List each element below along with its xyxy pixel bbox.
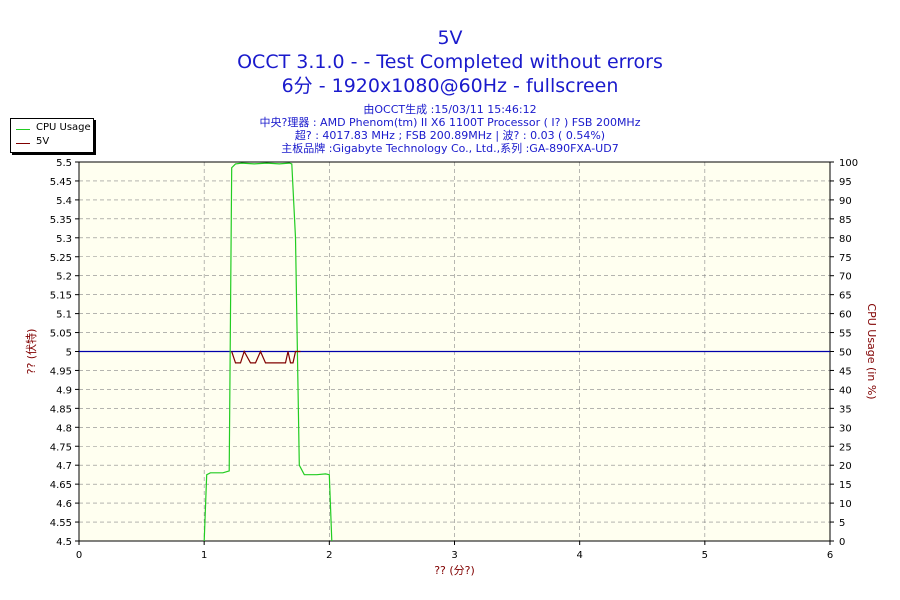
- y-left-tick-label: 4.75: [50, 442, 72, 453]
- y-right-tick-label: 10: [839, 499, 852, 510]
- y-right-tick-label: 0: [839, 537, 845, 548]
- y-left-tick-label: 5.1: [56, 310, 72, 321]
- chart-subtitle-status: OCCT 3.1.0 - - Test Completed without er…: [237, 51, 663, 73]
- clock-info-line: 超? : 4017.83 MHz ; FSB 200.89MHz | 波? : …: [294, 129, 606, 142]
- legend-swatch-cpu-usage: [16, 129, 30, 130]
- y-right-tick-label: 35: [839, 404, 852, 415]
- y-right-axis-label: CPU Usage (in %): [865, 303, 878, 399]
- y-right-tick-label: 65: [839, 291, 852, 302]
- x-tick-label: 3: [451, 550, 457, 561]
- y-right-tick-label: 30: [839, 423, 852, 434]
- x-tick-label: 5: [702, 550, 708, 561]
- y-right-tick-label: 40: [839, 385, 852, 396]
- y-left-tick-label: 5.35: [50, 215, 72, 226]
- y-left-tick-label: 4.7: [56, 461, 72, 472]
- y-left-tick-label: 4.95: [50, 366, 72, 377]
- y-left-tick-label: 5.45: [50, 177, 72, 188]
- y-right-tick-label: 70: [839, 272, 852, 283]
- legend-label-cpu-usage: CPU Usage: [36, 122, 91, 133]
- y-right-tick-label: 20: [839, 461, 852, 472]
- y-right-tick-label: 55: [839, 329, 852, 340]
- y-left-tick-label: 4.5: [56, 537, 72, 548]
- y-left-tick-label: 4.85: [50, 404, 72, 415]
- generated-by-line: 由OCCT生成 :15/03/11 15:46:12: [363, 103, 537, 116]
- y-left-axis-label: ?? (伏特): [24, 329, 38, 375]
- x-ticks: 0 1 2 3 4 5 6: [76, 541, 833, 561]
- y-right-tick-label: 15: [839, 480, 852, 491]
- x-tick-label: 0: [76, 550, 82, 561]
- y-left-tick-label: 5.15: [50, 291, 72, 302]
- y-left-tick-label: 5.25: [50, 253, 72, 264]
- y-right-tick-label: 100: [839, 158, 858, 169]
- y-right-tick-label: 60: [839, 310, 852, 321]
- y-right-tick-label: 75: [839, 253, 852, 264]
- y-right-tick-label: 80: [839, 234, 852, 245]
- y-right-tick-label: 95: [839, 177, 852, 188]
- x-tick-label: 1: [201, 550, 207, 561]
- legend-label-5v: 5V: [36, 136, 50, 147]
- series-line-5v: [231, 349, 301, 364]
- y-left-tick-label: 5.3: [56, 234, 72, 245]
- x-axis-label: ?? (分?): [434, 564, 475, 577]
- legend-swatch-5v: [16, 143, 30, 144]
- y-left-tick-label: 4.65: [50, 480, 72, 491]
- y-left-tick-label: 5.05: [50, 329, 72, 340]
- chart-subtitle-duration: 6分 - 1920x1080@60Hz - fullscreen: [281, 75, 619, 97]
- grid-lines: [79, 162, 830, 541]
- y-left-tick-label: 4.9: [56, 385, 72, 396]
- y-left-tick-label: 4.6: [56, 499, 72, 510]
- y-left-tick-label: 4.8: [56, 423, 72, 434]
- y-right-ticks: 0 5 10 15 20 25 30 35 40 45 50 55 60 65 70 75 80 85 90 95 10…: [830, 158, 858, 548]
- y-right-tick-label: 25: [839, 442, 852, 453]
- x-tick-label: 4: [576, 550, 582, 561]
- cpu-info-line: 中央?理器 : AMD Phenom(tm) II X6 1100T Proce…: [259, 116, 641, 129]
- system-info-block: 由OCCT生成 :15/03/11 15:46:12 中央?理器 : AMD P…: [0, 103, 900, 155]
- y-left-tick-label: 5.5: [56, 158, 72, 169]
- y-right-tick-label: 90: [839, 196, 852, 207]
- series-line-cpu-usage: [203, 162, 333, 542]
- y-left-ticks: 4.5 4.55 4.6 4.65 4.7 4.75 4.8 4.85 4.9 4.95 5 5.05…: [50, 158, 79, 548]
- motherboard-info-line: 主板品牌 :Gigabyte Technology Co., Ltd.,系列 :…: [281, 142, 619, 155]
- y-left-tick-label: 5.4: [56, 196, 72, 207]
- chart-title: 5V: [437, 27, 463, 49]
- y-right-tick-label: 50: [839, 348, 852, 359]
- y-right-tick-label: 85: [839, 215, 852, 226]
- x-tick-label: 2: [326, 550, 332, 561]
- y-left-tick-label: 5.2: [56, 272, 72, 283]
- y-right-tick-label: 45: [839, 366, 852, 377]
- series-group: [79, 162, 830, 542]
- y-left-tick-label: 4.55: [50, 518, 72, 529]
- y-left-tick-label: 5: [66, 348, 72, 359]
- chart-legend: CPU Usage 5V: [10, 118, 94, 153]
- y-right-tick-label: 5: [839, 518, 845, 529]
- chart-title-block: 5V OCCT 3.1.0 - - Test Completed without…: [0, 26, 900, 98]
- x-tick-label: 6: [827, 550, 833, 561]
